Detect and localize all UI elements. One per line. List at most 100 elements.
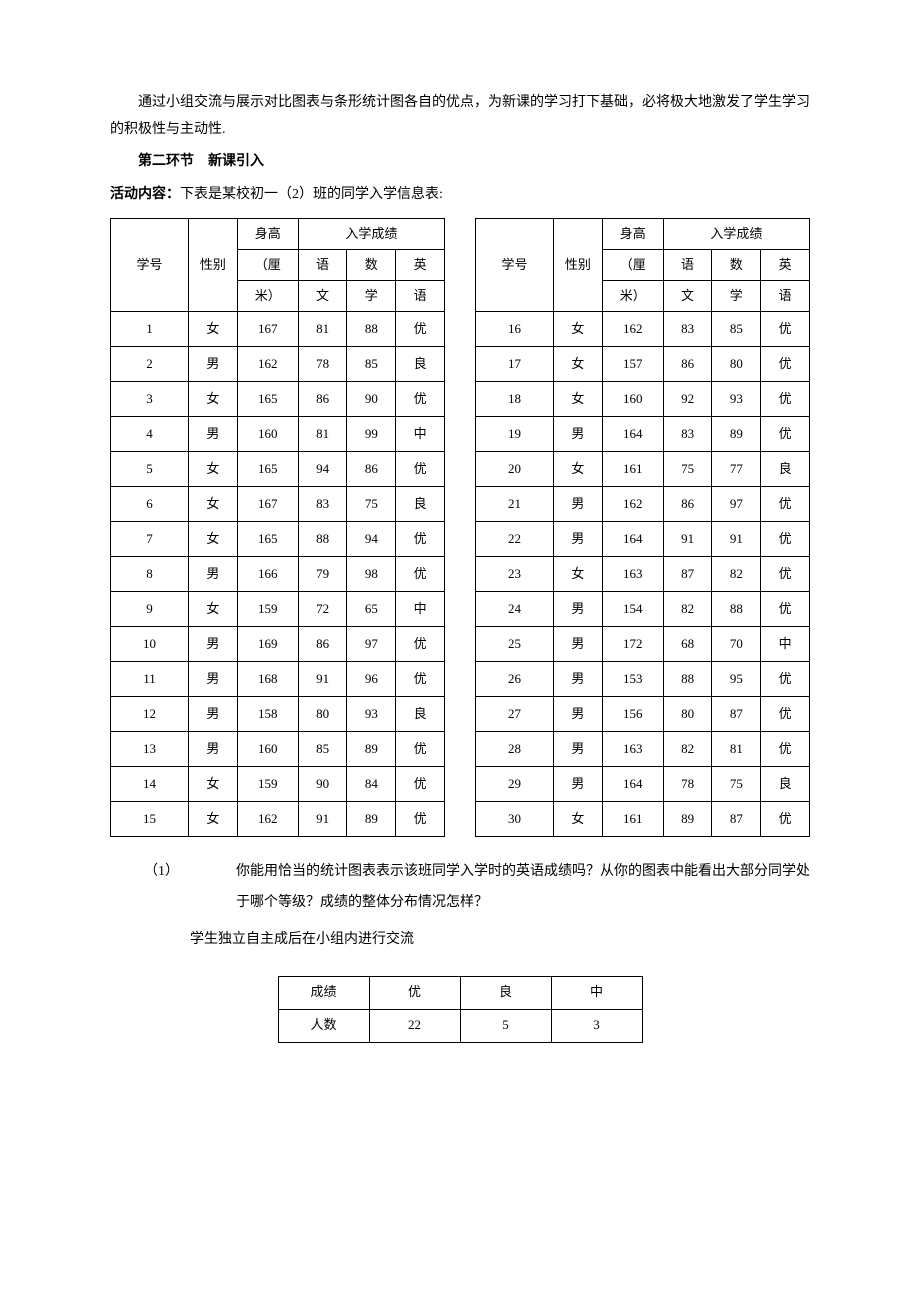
table-cell: 13 xyxy=(111,732,189,767)
table-cell: 72 xyxy=(298,592,347,627)
table-cell: 18 xyxy=(476,382,554,417)
table-cell: 女 xyxy=(189,382,238,417)
table-row: 7女1658894优 xyxy=(111,522,445,557)
table-cell: 女 xyxy=(189,312,238,347)
table-cell: 21 xyxy=(476,487,554,522)
table-cell: 94 xyxy=(347,522,396,557)
table-cell: 167 xyxy=(237,312,298,347)
th-math-2: 学 xyxy=(347,281,396,312)
table-cell: 女 xyxy=(189,592,238,627)
table-cell: 161 xyxy=(602,452,663,487)
table-cell: 优 xyxy=(761,522,810,557)
table-cell: 157 xyxy=(602,347,663,382)
table-cell: 99 xyxy=(347,417,396,452)
table-cell: 男 xyxy=(189,732,238,767)
table-cell: 良 xyxy=(396,697,445,732)
table-cell: 女 xyxy=(554,802,603,837)
table-cell: 89 xyxy=(663,802,712,837)
table-cell: 81 xyxy=(298,312,347,347)
table-cell: 女 xyxy=(189,452,238,487)
table-cell: 165 xyxy=(237,452,298,487)
question-subline: 学生独立自主成后在小组内进行交流 xyxy=(190,925,810,956)
summary-cell: 中 xyxy=(551,976,642,1009)
table-cell: 2 xyxy=(111,347,189,382)
table-cell: 158 xyxy=(237,697,298,732)
summary-row-labels: 成绩 优 良 中 xyxy=(278,976,642,1009)
table-cell: 85 xyxy=(712,312,761,347)
table-row: 27男1568087优 xyxy=(476,697,810,732)
activity-line: 活动内容：下表是某校初一（2）班的同学入学信息表: xyxy=(110,182,810,209)
table-cell: 5 xyxy=(111,452,189,487)
th-height-2: （厘 xyxy=(602,250,663,281)
table-cell: 优 xyxy=(396,802,445,837)
table-cell: 优 xyxy=(761,557,810,592)
table-cell: 169 xyxy=(237,627,298,662)
table-cell: 优 xyxy=(761,347,810,382)
table-cell: 91 xyxy=(712,522,761,557)
th-id: 学号 xyxy=(111,219,189,312)
table-cell: 83 xyxy=(663,417,712,452)
student-table-right: 学号 性别 身高 入学成绩 （厘 语 数 英 米） 文 学 语 16女16283… xyxy=(475,218,810,837)
table-cell: 82 xyxy=(663,732,712,767)
table-cell: 91 xyxy=(298,662,347,697)
table-cell: 优 xyxy=(761,732,810,767)
table-cell: 75 xyxy=(347,487,396,522)
table-cell: 优 xyxy=(396,312,445,347)
table-cell: 14 xyxy=(111,767,189,802)
table-cell: 153 xyxy=(602,662,663,697)
th-sex: 性别 xyxy=(189,219,238,312)
th-height-1: 身高 xyxy=(602,219,663,250)
table-cell: 15 xyxy=(111,802,189,837)
th-score-group: 入学成绩 xyxy=(298,219,444,250)
th-sex: 性别 xyxy=(554,219,603,312)
table-cell: 167 xyxy=(237,487,298,522)
question-text: 你能用恰当的统计图表表示该班同学入学时的英语成绩吗？从你的图表中能看出大部分同学… xyxy=(236,864,810,910)
table-cell: 77 xyxy=(712,452,761,487)
table-cell: 86 xyxy=(298,382,347,417)
table-row: 10男1698697优 xyxy=(111,627,445,662)
table-cell: 17 xyxy=(476,347,554,382)
table-cell: 男 xyxy=(189,347,238,382)
table-cell: 86 xyxy=(298,627,347,662)
th-sex-text: 性别 xyxy=(200,257,226,272)
table-cell: 68 xyxy=(663,627,712,662)
table-cell: 25 xyxy=(476,627,554,662)
table-cell: 优 xyxy=(761,802,810,837)
table-cell: 172 xyxy=(602,627,663,662)
table-row: 5女1659486优 xyxy=(111,452,445,487)
table-cell: 165 xyxy=(237,382,298,417)
table-row: 14女1599084优 xyxy=(111,767,445,802)
table-cell: 89 xyxy=(347,802,396,837)
question-1: （1）你能用恰当的统计图表表示该班同学入学时的英语成绩吗？从你的图表中能看出大部… xyxy=(190,857,810,919)
table-cell: 94 xyxy=(298,452,347,487)
summary-cell: 3 xyxy=(551,1009,642,1042)
table-cell: 女 xyxy=(189,767,238,802)
table-cell: 65 xyxy=(347,592,396,627)
table-cell: 19 xyxy=(476,417,554,452)
table-cell: 156 xyxy=(602,697,663,732)
table-cell: 164 xyxy=(602,417,663,452)
table-cell: 82 xyxy=(663,592,712,627)
table-cell: 164 xyxy=(602,522,663,557)
table-cell: 160 xyxy=(602,382,663,417)
table-cell: 优 xyxy=(396,627,445,662)
table-cell: 优 xyxy=(761,382,810,417)
table-cell: 男 xyxy=(554,662,603,697)
table-cell: 91 xyxy=(663,522,712,557)
table-cell: 女 xyxy=(554,312,603,347)
table-cell: 83 xyxy=(663,312,712,347)
table-row: 29男1647875良 xyxy=(476,767,810,802)
table-cell: 161 xyxy=(602,802,663,837)
table-cell: 160 xyxy=(237,417,298,452)
table-row: 1女1678188优 xyxy=(111,312,445,347)
th-chinese-1: 语 xyxy=(663,250,712,281)
table-cell: 男 xyxy=(189,697,238,732)
table-row: 20女1617577良 xyxy=(476,452,810,487)
table-cell: 优 xyxy=(396,382,445,417)
table-cell: 82 xyxy=(712,557,761,592)
table-row: 19男1648389优 xyxy=(476,417,810,452)
table-cell: 168 xyxy=(237,662,298,697)
table-cell: 27 xyxy=(476,697,554,732)
table-cell: 男 xyxy=(554,592,603,627)
student-table-left: 学号 性别 身高 入学成绩 （厘 语 数 英 米） 文 学 语 1女167818… xyxy=(110,218,445,837)
